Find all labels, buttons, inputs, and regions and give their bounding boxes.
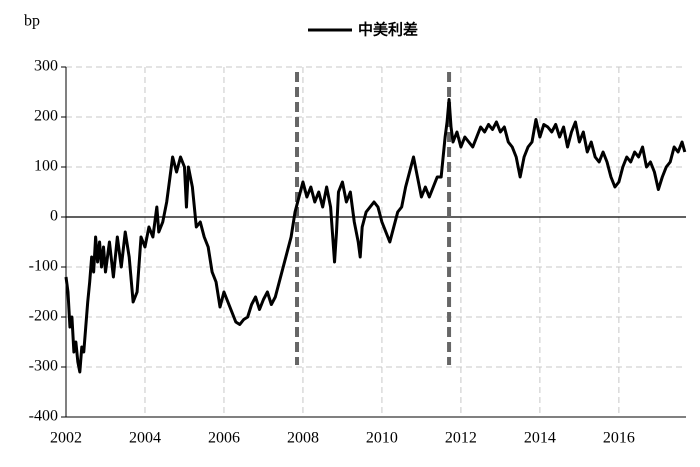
x-tick-label: 2010 [366,430,398,447]
y-axis-label: bp [24,13,40,30]
x-tick-label: 2002 [50,430,82,447]
x-tick-label: 2008 [287,430,319,447]
y-tick-label: 300 [34,58,58,75]
x-tick-label: 2016 [603,430,635,447]
data-line [64,98,687,374]
legend-label: 中美利差 [358,21,418,39]
y-tick-label: -400 [29,408,58,425]
y-tick-label: -100 [29,258,58,275]
y-tick-label: 0 [50,208,58,225]
x-tick-label: 2014 [524,430,556,447]
x-tick-label: 2006 [208,430,240,447]
y-tick-label: 100 [34,158,58,175]
y-tick-label: 200 [34,108,58,125]
x-tick-label: 2004 [129,430,161,447]
y-tick-label: -200 [29,308,58,325]
x-tick-label: 2012 [445,430,477,447]
y-tick-label: -300 [29,358,58,375]
